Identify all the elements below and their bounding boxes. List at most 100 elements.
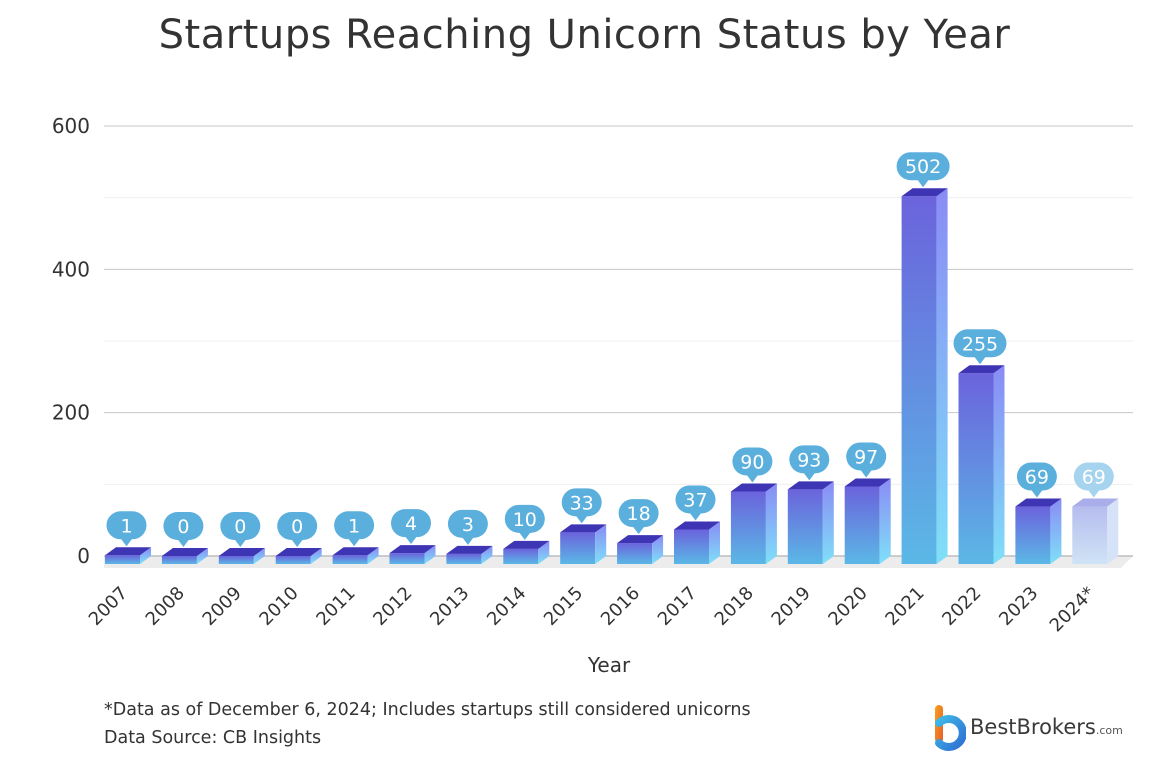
x-tick-label: 2008 bbox=[142, 583, 189, 630]
data-label: 0 bbox=[277, 512, 318, 547]
y-axis-ticks: 0 200 400 600 bbox=[52, 114, 90, 568]
y-tick-label: 0 bbox=[77, 544, 90, 568]
data-label-bubble bbox=[732, 447, 773, 476]
bar-side bbox=[652, 535, 664, 564]
data-label-text: 69 bbox=[1025, 467, 1049, 489]
data-label: 0 bbox=[163, 512, 204, 547]
bar bbox=[1015, 498, 1062, 564]
data-label: 37 bbox=[675, 485, 716, 521]
x-tick-label: 2010 bbox=[255, 583, 302, 630]
bar-front bbox=[787, 489, 823, 564]
data-label: 33 bbox=[561, 488, 602, 524]
bar-side bbox=[196, 548, 208, 564]
data-label-bubble bbox=[618, 499, 659, 528]
bar-side bbox=[1050, 498, 1062, 564]
data-label: 10 bbox=[504, 504, 545, 540]
bar-side bbox=[879, 478, 891, 564]
data-label-bubble bbox=[675, 485, 716, 514]
bar-front bbox=[503, 548, 539, 564]
x-tick-label: 2016 bbox=[597, 583, 644, 630]
bar-side bbox=[253, 548, 265, 564]
data-label: 255 bbox=[953, 329, 1007, 365]
y-tick-label: 600 bbox=[52, 114, 90, 138]
data-label-pointer bbox=[177, 539, 190, 547]
data-label: 0 bbox=[220, 512, 261, 547]
bar-front bbox=[844, 486, 880, 564]
data-label: 4 bbox=[391, 509, 431, 545]
logo-text: BestBrokers.com bbox=[970, 715, 1123, 739]
data-label-pointer bbox=[860, 469, 873, 478]
bar-front bbox=[275, 556, 311, 564]
bar-top bbox=[503, 540, 550, 549]
logo-suffix: .com bbox=[1095, 724, 1123, 737]
data-label-pointer bbox=[518, 531, 531, 540]
data-label-text: 4 bbox=[405, 513, 417, 535]
bar-top bbox=[1015, 498, 1062, 507]
x-tick-label: 2009 bbox=[199, 583, 246, 630]
bar-top bbox=[560, 524, 607, 533]
grid-lines bbox=[104, 125, 1133, 485]
data-label-bubble bbox=[561, 488, 602, 517]
bar bbox=[787, 481, 834, 564]
bar-front bbox=[218, 556, 254, 564]
data-label: 93 bbox=[789, 445, 830, 481]
data-label-pointer bbox=[120, 538, 133, 547]
bar bbox=[674, 521, 720, 564]
x-tick-label: 2022 bbox=[938, 583, 985, 630]
bar bbox=[958, 365, 1005, 564]
bar-front bbox=[161, 556, 197, 564]
data-label-text: 0 bbox=[291, 516, 303, 538]
data-label-text: 502 bbox=[905, 156, 941, 178]
data-label-bubble bbox=[334, 511, 375, 540]
data-label-text: 0 bbox=[177, 516, 189, 538]
bar-top bbox=[958, 365, 1005, 374]
bar-side bbox=[140, 547, 151, 564]
bar-front bbox=[730, 491, 766, 564]
bar-side bbox=[595, 524, 607, 564]
bar-front bbox=[1015, 506, 1051, 564]
data-label-pointer bbox=[689, 512, 702, 521]
bar-side bbox=[936, 188, 948, 564]
data-label-text: 255 bbox=[962, 333, 998, 355]
brand-logo: BestBrokers.com bbox=[930, 703, 1123, 751]
bar-side bbox=[765, 483, 777, 564]
data-label-text: 1 bbox=[348, 515, 360, 537]
bar-top bbox=[389, 545, 436, 554]
bar-side bbox=[822, 481, 834, 564]
bar-top bbox=[617, 535, 664, 544]
data-label-text: 3 bbox=[462, 514, 474, 536]
x-tick-label: 2024* bbox=[1046, 583, 1100, 637]
x-tick-label: 2021 bbox=[881, 583, 928, 630]
bar bbox=[389, 545, 436, 564]
data-label-bubble bbox=[1016, 462, 1057, 491]
bar-front bbox=[674, 529, 709, 564]
bar-top bbox=[275, 548, 322, 556]
bar bbox=[617, 535, 664, 564]
data-label-pointer bbox=[461, 536, 474, 545]
bar-top bbox=[674, 521, 720, 530]
bar bbox=[275, 548, 322, 564]
x-tick-label: 2019 bbox=[768, 583, 815, 630]
data-label-pointer bbox=[803, 472, 816, 481]
bar-side bbox=[310, 548, 322, 564]
data-label-text: 37 bbox=[683, 489, 707, 511]
bar bbox=[161, 548, 208, 564]
bar-side bbox=[993, 365, 1005, 564]
data-label: 1 bbox=[106, 511, 147, 547]
bar-side bbox=[1107, 498, 1119, 564]
data-label-pointer bbox=[291, 539, 304, 547]
data-label-bubble bbox=[277, 512, 318, 540]
bars bbox=[105, 188, 1119, 564]
data-label-bubble bbox=[1073, 462, 1114, 491]
data-label-bubble bbox=[220, 512, 261, 540]
data-label: 69 bbox=[1016, 462, 1057, 498]
bar-top bbox=[901, 188, 948, 197]
data-label-pointer bbox=[348, 538, 361, 547]
y-tick-label: 400 bbox=[52, 257, 90, 281]
x-axis-ticks: 2007 2008 2009 2010 2011 2012 2013 2014 2015 2016… bbox=[85, 583, 1100, 637]
data-label-bubble bbox=[896, 152, 950, 181]
data-label-text: 93 bbox=[797, 449, 821, 471]
data-label-pointer bbox=[575, 515, 588, 524]
data-label-text: 69 bbox=[1082, 467, 1106, 489]
data-label: 18 bbox=[618, 499, 659, 535]
